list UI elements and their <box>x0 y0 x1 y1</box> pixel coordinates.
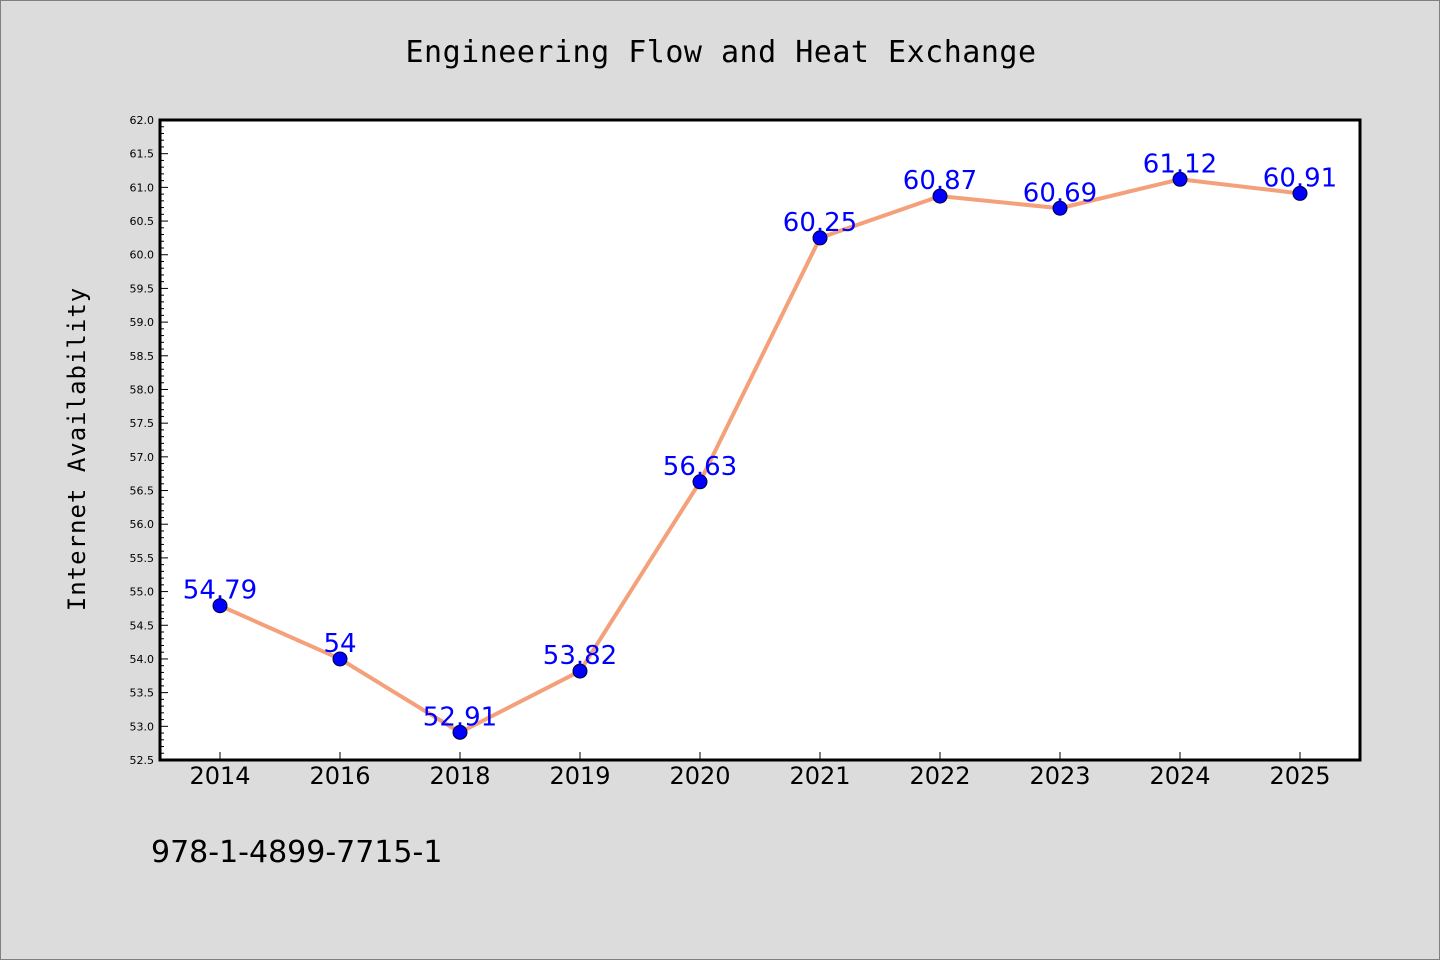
y-tick-label: 59.5 <box>130 282 155 295</box>
y-tick-label: 60.5 <box>130 215 155 228</box>
y-tick-label: 59.0 <box>130 316 155 329</box>
y-tick-label: 61.5 <box>130 148 155 161</box>
series-line <box>219 177 1301 735</box>
x-tick-label: 2024 <box>1149 762 1210 790</box>
data-label: 61.12 <box>1143 149 1217 179</box>
x-tick-label: 2019 <box>549 762 610 790</box>
data-label: 60.69 <box>1023 178 1097 208</box>
y-tick-label: 54.5 <box>130 619 155 632</box>
data-point <box>1292 185 1308 201</box>
plot-area <box>158 118 1362 762</box>
y-tick-label: 58.5 <box>130 350 155 363</box>
x-tick-label: 2025 <box>1269 762 1330 790</box>
x-tick-label: 2023 <box>1029 762 1090 790</box>
data-point <box>1172 171 1188 187</box>
y-tick-label: 53.5 <box>130 687 155 700</box>
data-point <box>452 724 468 740</box>
x-tick-label: 2014 <box>189 762 250 790</box>
y-tick-label: 62.0 <box>130 114 155 127</box>
y-tick-label: 58.0 <box>130 383 155 396</box>
y-tick-label: 53.0 <box>130 720 155 733</box>
y-tick-label: 54.0 <box>130 653 155 666</box>
data-label: 60.25 <box>783 208 857 238</box>
y-tick-label: 56.0 <box>130 518 155 531</box>
y-tick-label: 60.0 <box>130 249 155 262</box>
x-tick-label: 2016 <box>309 762 370 790</box>
data-label: 52.91 <box>423 702 497 732</box>
isbn-footnote: 978-1-4899-7715-1 <box>151 835 443 870</box>
x-tick-label: 2020 <box>669 762 730 790</box>
data-point <box>1052 200 1068 216</box>
data-label: 56.63 <box>663 452 737 482</box>
y-tick-label: 57.0 <box>130 451 155 464</box>
series-group <box>212 171 1308 740</box>
data-point <box>332 651 348 667</box>
data-label: 53.82 <box>543 641 617 671</box>
y-tick-label: 56.5 <box>130 485 155 498</box>
y-axis-ticks: 52.5 53.0 53.5 54.0 54.5 55.0 55.5 56.0 56.5 57.0… <box>130 114 168 767</box>
x-tick-label: 2018 <box>429 762 490 790</box>
data-point <box>812 230 828 246</box>
y-tick-label: 61.0 <box>130 181 155 194</box>
data-point <box>932 188 948 204</box>
y-tick-label: 57.5 <box>130 417 155 430</box>
y-tick-label: 55.0 <box>130 586 155 599</box>
data-point <box>572 663 588 679</box>
x-axis-ticks: 2014 2016 2018 2019 2020 2021 2022 2023 2024 2025 <box>189 752 1331 790</box>
data-point <box>212 598 228 614</box>
x-tick-label: 2022 <box>909 762 970 790</box>
y-tick-label: 52.5 <box>130 754 155 767</box>
data-label: 60.87 <box>903 166 977 196</box>
chart-title: Engineering Flow and Heat Exchange <box>405 35 1037 70</box>
y-tick-label: 55.5 <box>130 552 155 565</box>
data-label: 54 <box>323 629 356 659</box>
data-point <box>692 474 708 490</box>
data-label: 54.79 <box>183 576 257 606</box>
x-tick-label: 2021 <box>789 762 850 790</box>
data-labels: 54.79 54 52.91 53.82 56.63 60.25 60.87 60.69 61.… <box>183 149 1337 732</box>
data-label: 60.91 <box>1263 163 1337 193</box>
